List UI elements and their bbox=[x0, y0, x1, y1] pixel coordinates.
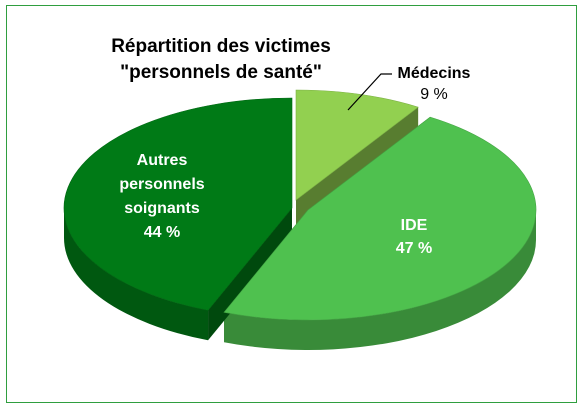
slice-top-ide bbox=[223, 116, 537, 321]
pie-slices bbox=[63, 89, 537, 351]
slice-label-medecins-value: 9 % bbox=[420, 86, 448, 103]
slice-label-autres-value: 44 % bbox=[144, 224, 180, 241]
slice-side-ide bbox=[224, 210, 536, 351]
slice-top-autres bbox=[63, 97, 293, 311]
chart-title-line-1: Répartition des victimes bbox=[111, 36, 331, 57]
medecins-leader-line bbox=[347, 73, 392, 111]
slice-label-medecins-name: Médecins bbox=[398, 65, 471, 82]
slice-side-autres bbox=[64, 208, 209, 341]
slice-label-autres-line-3: soignants bbox=[124, 200, 200, 217]
slice-label-autres-line-2: personnels bbox=[119, 176, 204, 193]
slice-label-ide-value: 47 % bbox=[396, 240, 432, 257]
chart-title-line-2: "personnels de santé" bbox=[120, 62, 322, 83]
slice-top-medecins bbox=[295, 89, 419, 201]
slice-label-autres-line-1: Autres bbox=[137, 152, 188, 169]
slice-label-ide-name: IDE bbox=[401, 217, 428, 234]
